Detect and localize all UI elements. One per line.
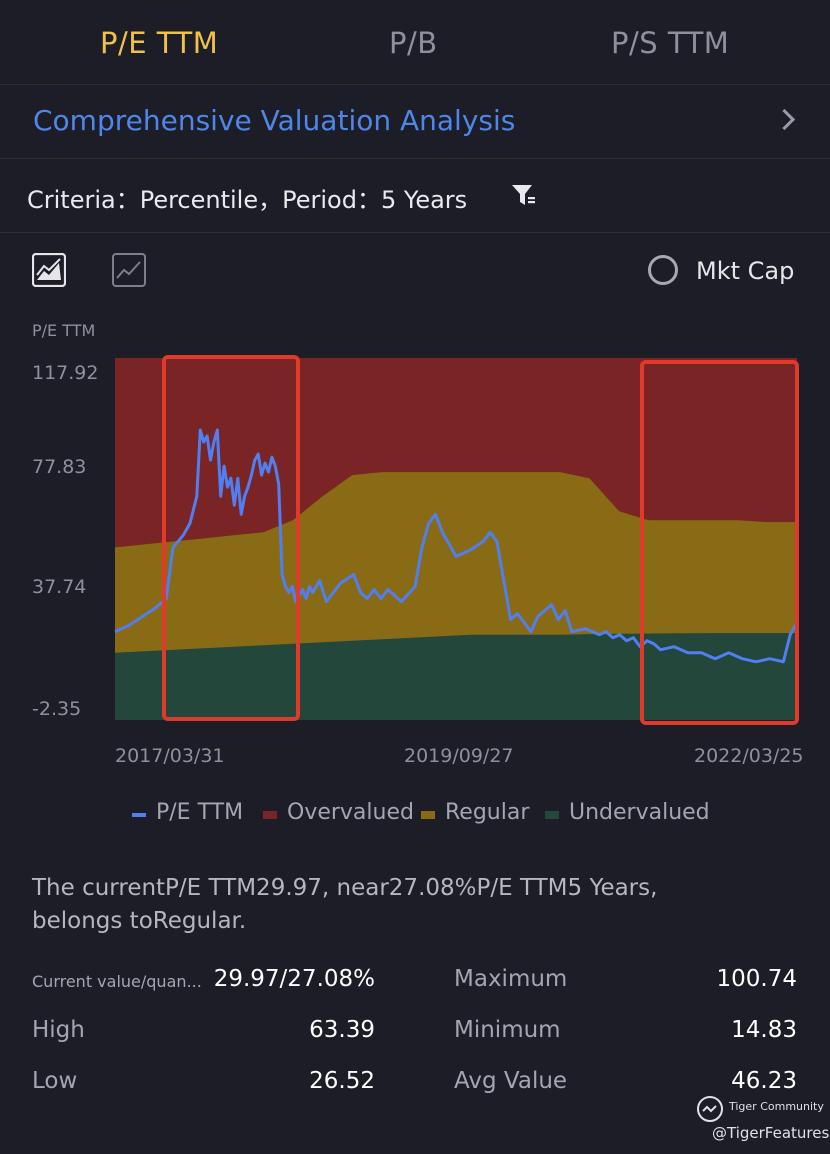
line-chart-icon[interactable] xyxy=(112,253,146,287)
current-value-label: Current value/quan... xyxy=(32,972,202,991)
high-label: High xyxy=(32,1017,85,1043)
criteria-row: Criteria：Percentile，Period：5 Years xyxy=(0,158,830,233)
summary-line: belongs toRegular. xyxy=(32,908,247,934)
y-tick-label: 77.83 xyxy=(32,456,87,478)
avg-value-label: Avg Value xyxy=(454,1068,568,1094)
legend-label: Overvalued xyxy=(287,800,414,825)
legend-swatch-overvalued xyxy=(263,811,277,819)
comprehensive-analysis-link[interactable]: Comprehensive Valuation Analysis xyxy=(0,84,830,159)
maximum-label: Maximum xyxy=(454,966,568,992)
highlight-box-left xyxy=(162,355,300,721)
watermark-line2: @TigerFeatures xyxy=(712,1124,830,1142)
maximum-value: 100.74 xyxy=(716,966,797,992)
tab-pe-ttm[interactable]: P/E TTM xyxy=(100,26,219,60)
mkt-cap-radio[interactable] xyxy=(648,255,678,285)
minimum-value: 14.83 xyxy=(731,1017,797,1043)
area-chart-icon[interactable] xyxy=(32,253,66,287)
legend-swatch-regular xyxy=(421,811,435,819)
low-value: 26.52 xyxy=(309,1068,375,1094)
valuation-bands xyxy=(115,358,797,720)
valuation-summary: The currentP/E TTM29.97, near27.08%P/E T… xyxy=(32,872,732,938)
summary-line: The currentP/E TTM29.97, near27.08%P/E T… xyxy=(32,875,658,901)
legend-label: Regular xyxy=(445,800,530,825)
y-tick-label: 37.74 xyxy=(32,576,87,598)
legend-item: Regular xyxy=(421,800,529,825)
criteria-text: Criteria：Percentile，Period：5 Years xyxy=(27,186,468,214)
current-value: 29.97/27.08% xyxy=(213,966,375,992)
pe-ttm-line xyxy=(114,428,799,664)
y-axis-title: P/E TTM xyxy=(32,321,96,340)
legend-item: Undervalued xyxy=(545,800,710,825)
undervalued-band xyxy=(115,633,797,720)
highlight-boxes xyxy=(162,355,799,725)
legend-swatch-undervalued xyxy=(545,811,559,819)
watermark-line1: Tiger Community xyxy=(729,1100,824,1113)
legend-item: Overvalued xyxy=(263,800,414,825)
highlight-box-right xyxy=(640,360,799,725)
tab-ps-ttm[interactable]: P/S TTM xyxy=(611,26,730,60)
y-tick-label: 117.92 xyxy=(32,362,99,384)
y-tick-label: -2.35 xyxy=(32,698,82,720)
tiger-logo-icon xyxy=(697,1096,723,1122)
mkt-cap-label: Mkt Cap xyxy=(696,257,795,285)
analysis-title: Comprehensive Valuation Analysis xyxy=(33,104,516,137)
series-layer xyxy=(114,428,799,664)
avg-value: 46.23 xyxy=(731,1068,797,1094)
legend-label: Undervalued xyxy=(569,800,710,825)
high-value: 63.39 xyxy=(309,1017,375,1043)
tab-pb[interactable]: P/B xyxy=(389,26,438,60)
x-tick-label: 2019/09/27 xyxy=(404,745,514,767)
x-tick-label: 2017/03/31 xyxy=(115,745,225,767)
legend-swatch-pe xyxy=(132,813,146,817)
legend-label: P/E TTM xyxy=(156,800,244,825)
x-tick-label: 2022/03/25 xyxy=(694,745,804,767)
valuation-tabs: P/E TTM P/B P/S TTM xyxy=(0,0,830,85)
low-label: Low xyxy=(32,1068,78,1094)
legend-item: P/E TTM xyxy=(132,800,243,825)
filter-icon[interactable] xyxy=(511,183,537,209)
minimum-label: Minimum xyxy=(454,1017,561,1043)
